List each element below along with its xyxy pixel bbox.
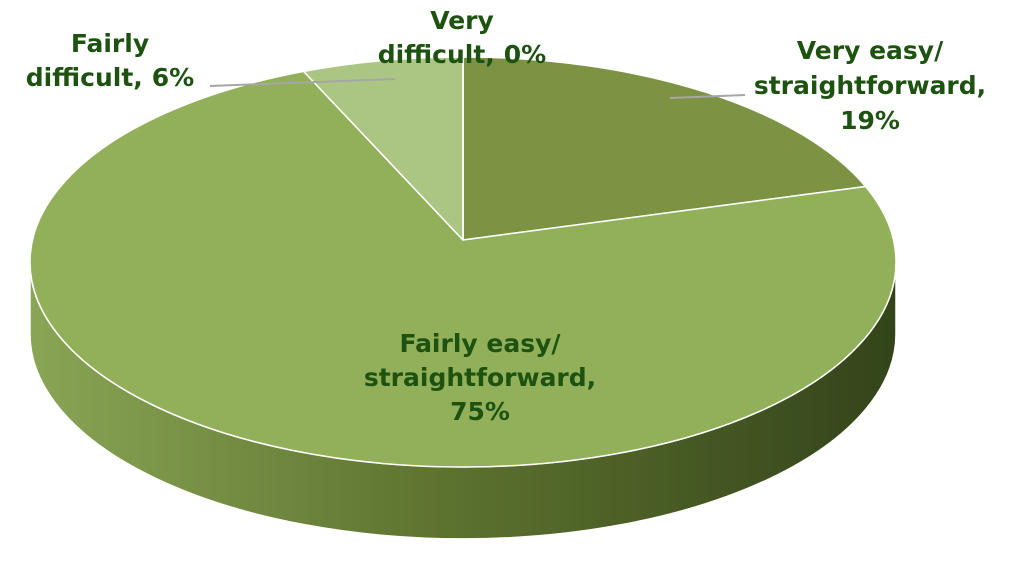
pie-slice [302, 56, 464, 241]
label-line: Very easy/ [797, 36, 944, 65]
data-label-value: 0% [504, 40, 546, 69]
leader-lines [209, 78, 746, 99]
data-label-name: Fairly difficult, [26, 29, 149, 92]
pie-slice [29, 70, 897, 468]
leader-line [209, 78, 396, 87]
pie-slice [462, 56, 867, 241]
label-line: Fairly [71, 29, 149, 58]
label-line: Very [430, 6, 494, 35]
data-label-value: 19% [840, 106, 900, 135]
label-line: Fairly easy/ [399, 329, 561, 358]
label-line: straightforward, [364, 363, 596, 392]
data-label-value: 6% [152, 63, 194, 92]
label-line: straightforward, [754, 71, 986, 100]
label-line: difficult, [26, 63, 143, 92]
label-line: difficult, [378, 40, 495, 69]
data-label-name: Very easy/straightforward, [754, 36, 986, 100]
leader-line [669, 94, 746, 99]
data-label-value: 75% [450, 397, 510, 426]
data-label-name: Fairly easy/straightforward, [364, 329, 596, 392]
data-label-name: Very difficult, [378, 6, 495, 69]
